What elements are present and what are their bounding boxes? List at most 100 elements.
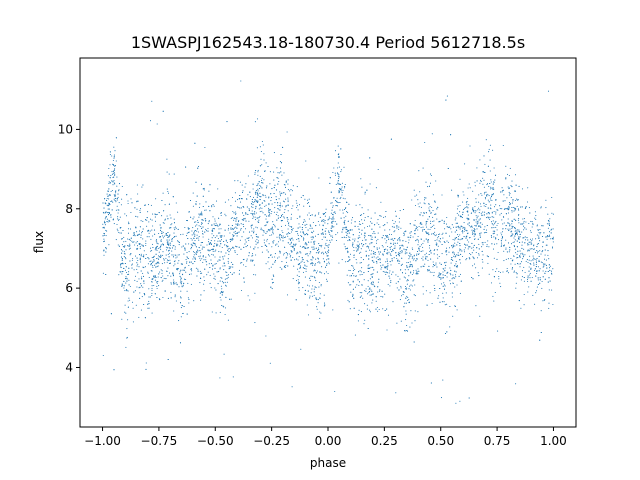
data-point — [492, 248, 495, 250]
data-point — [202, 219, 204, 221]
data-point — [168, 252, 171, 254]
data-point — [153, 256, 155, 258]
data-point — [220, 251, 222, 253]
data-point — [364, 216, 366, 219]
data-point — [378, 278, 380, 280]
data-point — [124, 311, 126, 313]
data-point — [542, 225, 544, 227]
data-point — [456, 229, 458, 231]
data-point — [495, 199, 497, 201]
data-point — [250, 260, 252, 262]
data-point — [432, 210, 434, 212]
data-point — [518, 185, 520, 187]
data-point — [194, 243, 196, 245]
data-point — [168, 262, 171, 265]
data-point — [217, 237, 219, 240]
data-point — [121, 198, 123, 200]
data-point — [180, 290, 182, 292]
data-point — [542, 246, 544, 248]
data-point — [265, 204, 267, 206]
data-point — [330, 229, 332, 232]
data-point — [539, 233, 541, 235]
data-point — [233, 227, 236, 229]
data-point — [118, 189, 120, 191]
data-point — [392, 243, 394, 245]
data-point — [501, 244, 503, 246]
data-point — [128, 279, 130, 281]
data-point — [523, 222, 525, 224]
data-point — [292, 256, 294, 259]
data-point — [496, 229, 498, 231]
data-point — [521, 231, 523, 233]
data-point — [296, 253, 298, 255]
data-point — [472, 207, 474, 209]
data-point — [459, 204, 461, 207]
data-point — [232, 238, 234, 240]
data-point — [229, 271, 232, 274]
data-point — [490, 221, 493, 223]
data-point — [414, 284, 416, 286]
data-point — [365, 243, 367, 245]
data-point — [381, 290, 383, 292]
data-point — [398, 226, 400, 228]
data-point — [471, 247, 473, 249]
data-point — [518, 222, 520, 224]
data-point — [480, 232, 482, 234]
data-point — [350, 291, 352, 293]
data-point — [410, 272, 412, 274]
data-point — [507, 208, 509, 210]
data-point — [259, 215, 261, 217]
data-point — [200, 272, 202, 274]
data-point — [462, 227, 464, 229]
data-point — [296, 238, 298, 241]
data-point — [390, 264, 392, 266]
data-point — [427, 270, 429, 272]
data-point — [268, 197, 270, 199]
data-point — [156, 296, 158, 299]
data-point — [277, 215, 279, 217]
data-point — [357, 249, 359, 251]
data-point — [524, 254, 526, 256]
data-point — [226, 271, 228, 273]
data-point — [530, 268, 532, 270]
data-point — [430, 174, 432, 177]
data-point — [124, 245, 126, 247]
data-point — [365, 250, 367, 252]
data-point — [393, 223, 395, 225]
data-point — [464, 228, 466, 230]
data-point — [194, 256, 196, 258]
data-point — [291, 251, 293, 253]
data-point — [511, 227, 513, 230]
data-point — [431, 133, 433, 135]
data-point — [240, 229, 242, 231]
data-point — [227, 262, 229, 264]
data-point — [471, 231, 474, 233]
data-point — [348, 269, 350, 271]
data-point — [424, 141, 426, 144]
data-point — [248, 210, 250, 212]
data-point — [542, 276, 544, 278]
data-point — [420, 212, 422, 214]
data-point — [454, 286, 456, 288]
data-point — [160, 239, 162, 241]
data-point — [448, 235, 451, 237]
data-point — [389, 229, 391, 231]
data-point — [178, 320, 180, 322]
data-point — [196, 252, 198, 254]
data-point — [398, 252, 400, 254]
data-point — [368, 258, 370, 260]
data-point — [353, 297, 355, 299]
data-point — [220, 239, 223, 241]
data-point — [147, 263, 149, 265]
data-point — [376, 222, 378, 224]
data-point — [472, 190, 474, 192]
data-point — [461, 255, 464, 258]
data-point — [296, 186, 298, 188]
data-point — [248, 231, 251, 233]
data-point — [242, 264, 245, 266]
data-point — [145, 362, 147, 364]
data-point — [336, 223, 338, 225]
data-point — [505, 178, 507, 180]
data-point — [208, 205, 210, 207]
data-point — [457, 205, 459, 207]
